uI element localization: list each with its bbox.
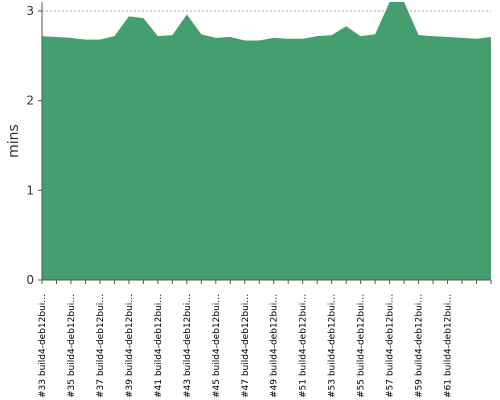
axes bbox=[41, 2, 492, 284]
x-tick-label: #51 build4-deb12bui… bbox=[299, 294, 309, 398]
area-fill bbox=[42, 2, 491, 280]
y-tick-label: 3 bbox=[26, 4, 34, 18]
x-tick-label: #35 build4-deb12bui… bbox=[67, 294, 77, 398]
x-tick-label: #61 build4-deb12bui… bbox=[444, 294, 454, 398]
x-tick-label: #49 build4-deb12bui… bbox=[270, 294, 280, 398]
x-tick-label: #37 build4-deb12bui… bbox=[96, 294, 106, 398]
x-tick-labels: #33 build4-deb12bui… #35 build4-deb12bui…… bbox=[38, 294, 454, 398]
x-tick-label: #41 build4-deb12bui… bbox=[154, 294, 164, 398]
x-tick-label: #53 build4-deb12bui… bbox=[328, 294, 338, 398]
y-tick-label: 0 bbox=[26, 273, 34, 287]
y-tick-label: 2 bbox=[26, 94, 34, 108]
x-tick-label: #47 build4-deb12bui… bbox=[241, 294, 251, 398]
y-axis-label: mins bbox=[6, 124, 22, 158]
x-tick-label: #43 build4-deb12bui… bbox=[183, 294, 193, 398]
x-tick-label: #33 build4-deb12bui… bbox=[38, 294, 48, 398]
x-tick-label: #57 build4-deb12bui… bbox=[386, 294, 396, 398]
x-tick-label: #45 build4-deb12bui… bbox=[212, 294, 222, 398]
y-tick-labels: 0 1 2 3 bbox=[26, 4, 34, 287]
area-series bbox=[42, 2, 491, 280]
x-tick-label: #39 build4-deb12bui… bbox=[125, 294, 135, 398]
y-tick-label: 1 bbox=[26, 183, 34, 197]
x-tick-label: #55 build4-deb12bui… bbox=[357, 294, 367, 398]
x-tick-label: #59 build4-deb12bui… bbox=[415, 294, 425, 398]
